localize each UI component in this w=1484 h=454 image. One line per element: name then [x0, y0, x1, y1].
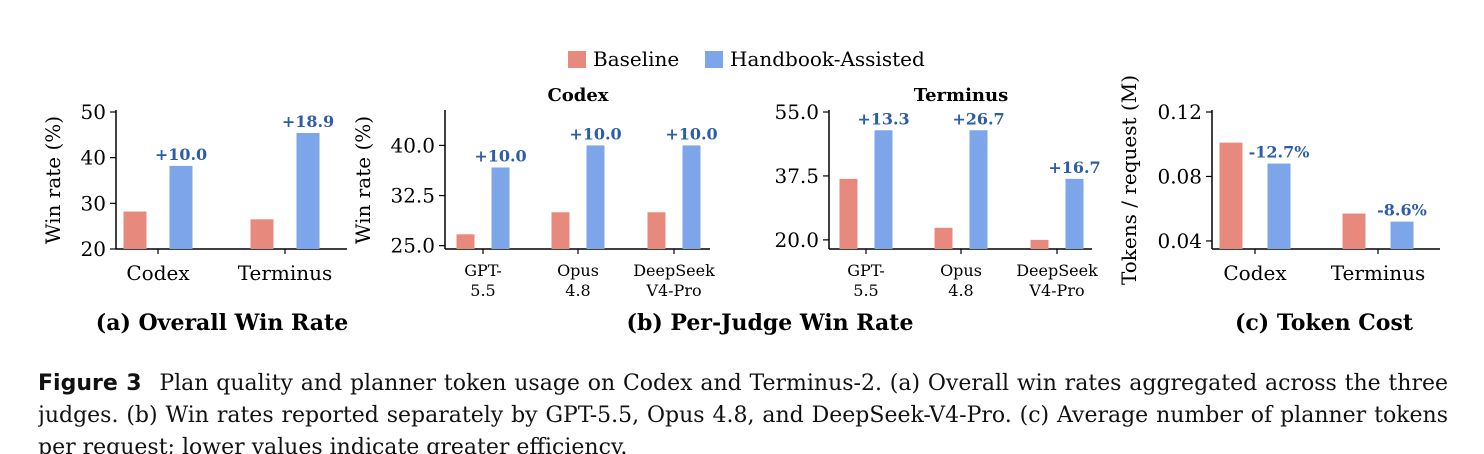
category-label-2-1: Opus 4.8 — [940, 261, 982, 300]
figure-3-charts: Baseline Handbook-Assisted 20 30 40 50 +10.0 Co… — [41, 47, 1440, 336]
y-axis-label-3: Tokens / request (M) — [1117, 75, 1141, 285]
figure-label: Figure 3 — [38, 371, 142, 396]
figure-caption: Figure 3 Plan quality and planner token … — [38, 368, 1448, 454]
delta-label-2-2: +16.7 — [1048, 158, 1100, 177]
legend-swatch-1 — [705, 51, 723, 68]
category-label-0-1: Terminus — [238, 261, 333, 285]
panel-title-1: Codex — [547, 85, 608, 106]
panel-subtitle-3: (c) Token Cost — [1235, 310, 1414, 336]
y-tick-label-0-0: 20 — [81, 237, 106, 261]
y-tick-label-3-0: 0.04 — [1157, 229, 1202, 253]
bar-baseline-2-2 — [1030, 239, 1049, 249]
bar-baseline-2-1 — [934, 227, 953, 249]
panel-title-2: Terminus — [914, 85, 1008, 106]
bar-baseline-2-0 — [839, 178, 858, 249]
category-label-2-0: GPT-5.5 — [847, 261, 885, 300]
delta-label-2-1: +26.7 — [952, 109, 1004, 128]
y-tick-label-1-2: 40.0 — [390, 133, 435, 157]
bar-assisted-3-1 — [1390, 221, 1414, 249]
y-tick-label-2-1: 37.5 — [774, 164, 819, 188]
delta-label-2-0: +13.3 — [857, 109, 909, 128]
bar-baseline-1-1 — [551, 212, 570, 249]
delta-label-1-1: +10.0 — [569, 124, 621, 143]
bar-assisted-2-1 — [969, 130, 988, 249]
category-label-1-1: Opus 4.8 — [557, 261, 599, 300]
y-tick-label-0-3: 50 — [81, 100, 106, 124]
category-label-0-0: Codex — [126, 261, 190, 285]
bar-assisted-1-1 — [586, 145, 605, 249]
y-tick-label-0-1: 30 — [81, 191, 106, 215]
legend-swatch-0 — [568, 51, 586, 68]
category-label-1-0: GPT-5.5 — [464, 261, 502, 300]
legend-label-1: Handbook-Assisted — [730, 47, 925, 71]
bar-assisted-3-0 — [1267, 163, 1291, 249]
delta-label-0-1: +18.9 — [282, 112, 334, 131]
bar-baseline-0-0 — [123, 211, 147, 249]
figure-caption-text: Plan quality and planner token usage on … — [38, 371, 1448, 454]
bar-baseline-3-1 — [1342, 213, 1366, 249]
bar-baseline-0-1 — [250, 219, 274, 249]
delta-label-0-0: +10.0 — [155, 145, 207, 164]
bar-assisted-0-0 — [169, 165, 193, 249]
y-tick-label-2-2: 55.0 — [774, 100, 819, 124]
delta-label-3-1: -8.6% — [1377, 201, 1427, 220]
category-label-3-1: Terminus — [1331, 261, 1426, 285]
bar-assisted-2-0 — [874, 130, 893, 249]
y-tick-label-1-1: 32.5 — [390, 184, 435, 208]
category-label-2-2: DeepSeek V4-Pro — [1016, 261, 1098, 300]
bar-assisted-1-2 — [682, 145, 701, 249]
bar-baseline-3-0 — [1219, 142, 1243, 249]
panel-subtitle-1: (b) Per-Judge Win Rate — [627, 310, 914, 336]
y-axis-label-1: Win rate (%) — [351, 116, 375, 244]
y-axis-label-0: Win rate (%) — [41, 116, 65, 244]
legend-label-0: Baseline — [593, 47, 679, 71]
y-tick-label-3-1: 0.08 — [1157, 164, 1202, 188]
y-tick-label-1-0: 25.0 — [390, 234, 435, 258]
bar-baseline-1-0 — [456, 234, 475, 249]
category-label-3-0: Codex — [1223, 261, 1287, 285]
delta-label-1-2: +10.0 — [665, 124, 717, 143]
y-tick-label-3-2: 0.12 — [1157, 100, 1202, 124]
y-tick-label-2-0: 20.0 — [774, 228, 819, 252]
bar-assisted-2-2 — [1065, 178, 1084, 249]
category-label-1-2: DeepSeek V4-Pro — [633, 261, 715, 300]
delta-label-3-0: -12.7% — [1249, 143, 1310, 162]
bar-assisted-1-0 — [491, 167, 510, 249]
panel-subtitle-0: (a) Overall Win Rate — [96, 310, 348, 336]
bar-baseline-1-2 — [647, 212, 666, 249]
bar-assisted-0-1 — [296, 133, 320, 249]
y-tick-label-0-2: 40 — [81, 146, 106, 170]
delta-label-1-0: +10.0 — [474, 146, 526, 165]
